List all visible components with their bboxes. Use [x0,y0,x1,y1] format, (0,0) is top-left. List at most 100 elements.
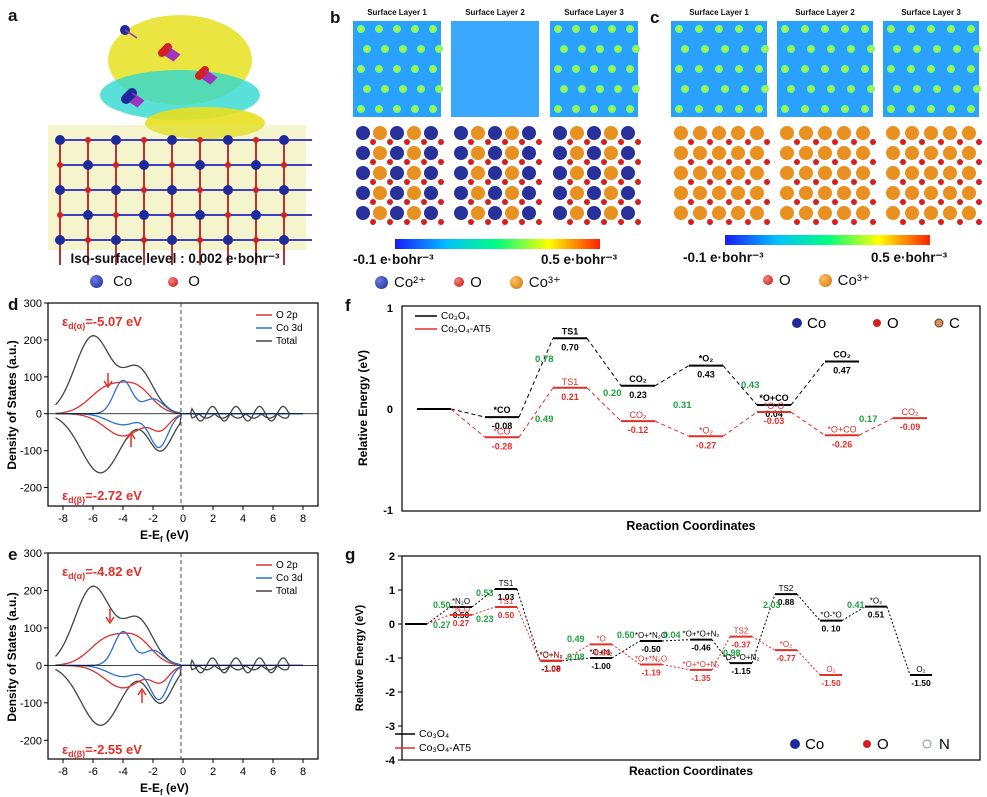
svg-text:*O+CO: *O+CO [759,393,788,403]
panel-label-b: b [330,8,341,27]
svg-text:O₂: O₂ [916,665,925,674]
legend-o: O [779,271,791,289]
energy-profile-g: Relative Energy (eV) Reaction Coordinate… [354,551,981,778]
o-atom-icon [863,740,871,748]
svg-text:*O₂: *O₂ [870,597,882,606]
svg-text:0.43: 0.43 [741,380,760,391]
legend-g-atoms: Co O N [790,736,950,753]
c-atom-icon [934,318,944,328]
svg-text:4: 4 [240,513,246,525]
svg-text:2: 2 [210,513,216,525]
svg-text:0: 0 [36,409,42,421]
svg-text:0: 0 [180,513,186,525]
svg-text:-200: -200 [20,735,42,747]
panel-label-d: d [8,295,19,314]
svg-text:-1.09: -1.09 [541,664,561,674]
svg-text:*CO: *CO [493,405,510,415]
svg-text:*O+*N₂O: *O+*N₂O [635,654,667,663]
legend-co3plus: Co³⁺ [837,272,870,289]
svg-text:-1.08: -1.08 [541,664,561,674]
svg-text:4: 4 [240,766,246,778]
svg-text:-1.15: -1.15 [731,666,751,676]
svg-text:-2: -2 [148,766,158,778]
legend-total: Total [276,586,297,597]
o-atom-icon [763,275,773,285]
svg-text:0: 0 [180,766,186,778]
legend-co3plus: Co³⁺ [528,274,561,291]
svg-text:-0.28: -0.28 [492,441,513,451]
svg-text:0.49: 0.49 [567,634,585,644]
svg-text:0.78: 0.78 [535,354,554,365]
svg-text:*O: *O [596,634,605,643]
svg-text:0.21: 0.21 [561,392,579,402]
svg-text:-1.00: -1.00 [591,661,611,671]
svg-text:*O₂: *O₂ [699,354,714,364]
svg-text:-3: -3 [385,721,395,733]
svg-text:0.31: 0.31 [673,400,692,411]
x-axis-label: Reaction Coordinates [629,764,753,778]
svg-text:TS1: TS1 [499,597,514,606]
svg-text:8: 8 [300,513,306,525]
layer-title-3: Surface Layer 3 [901,8,961,17]
svg-text:-0.09: -0.09 [900,422,921,432]
svg-text:0.23: 0.23 [629,390,647,400]
colorbar-c [725,235,930,245]
svg-text:*N₂O: *N₂O [452,605,470,614]
legend-c: C [949,315,960,332]
colorbar-b-min: -0.1 e·bohr⁻³ [353,252,434,267]
svg-text:*O+CO: *O+CO [827,424,856,434]
svg-text:100: 100 [24,372,42,384]
panel-d-dos: 300 200 100 0 -100 -200 -8 -6 -4 -2 0 2 4 6 8 Density … [0,295,335,545]
svg-text:0.98: 0.98 [723,648,741,658]
panel-label-f: f [345,296,351,315]
legend-co: Co [807,315,826,332]
d-band-center-alpha: εd(α)=-4.82 eV [62,564,142,581]
colorbar-b-max: 0.5 e·bohr⁻³ [541,252,618,267]
svg-text:-1.50: -1.50 [911,678,931,688]
svg-text:-8: -8 [58,513,68,525]
svg-text:TS2: TS2 [779,584,794,593]
dos-chart-d: 300 200 100 0 -100 -200 -8 -6 -4 -2 0 2 4 6 8 Density … [5,298,319,544]
svg-text:-0.37: -0.37 [731,640,751,650]
panel-f-energy: Relative Energy (eV) Reaction Coordinate… [345,296,985,542]
svg-text:1: 1 [389,585,395,597]
svg-text:0.08: 0.08 [567,652,585,662]
svg-text:*O₂: *O₂ [699,425,714,435]
svg-text:0.51: 0.51 [868,610,885,620]
svg-text:-100: -100 [20,698,42,710]
svg-text:1.03: 1.03 [498,592,515,602]
x-axis-label: Reaction Coordinates [626,519,755,533]
legend-f-atoms: Co O C [792,315,960,332]
svg-text:TS1: TS1 [562,377,579,387]
svg-text:*CO: *CO [493,426,510,436]
svg-text:-200: -200 [20,483,42,495]
o-atom-icon [168,276,179,287]
svg-text:0: 0 [36,660,42,672]
svg-text:-0.50: -0.50 [641,644,661,654]
legend-e: O 2p Co 3d Total [256,560,303,597]
svg-text:0.20: 0.20 [603,388,622,399]
panel-g-energy: Relative Energy (eV) Reaction Coordinate… [345,546,985,797]
ytick-m1: -1 [383,505,393,517]
co-atom-icon [90,275,103,288]
svg-text:-0.26: -0.26 [832,439,853,449]
svg-text:O₂: O₂ [826,665,835,674]
svg-text:-6: -6 [88,513,98,525]
legend-o-label: O [188,273,200,290]
co-atom-icon [790,739,800,749]
legend-o2p: O 2p [276,560,298,571]
svg-text:*O+N₂: *O+N₂ [590,648,613,657]
legend-co3o4-at5: Co₃O₄-AT5 [441,324,491,335]
panel-label-e: e [8,545,18,564]
co-atom-icon [792,318,802,328]
co3-atom-icon [818,273,832,287]
ytick-1: 1 [387,303,393,315]
legend-g-lines: Co₃O₄ Co₃O₄-AT5 [395,728,471,754]
svg-text:0.70: 0.70 [561,342,579,352]
arrow-up-icon [103,373,113,389]
svg-text:-0.77: -0.77 [776,653,796,663]
panel-a-structure: Iso-surface level : 0.002 e·bohr⁻³ Co O [30,5,320,295]
legend-co3d: Co 3d [276,573,303,584]
svg-text:0.27: 0.27 [453,618,470,628]
svg-text:-0.27: -0.27 [696,440,717,450]
